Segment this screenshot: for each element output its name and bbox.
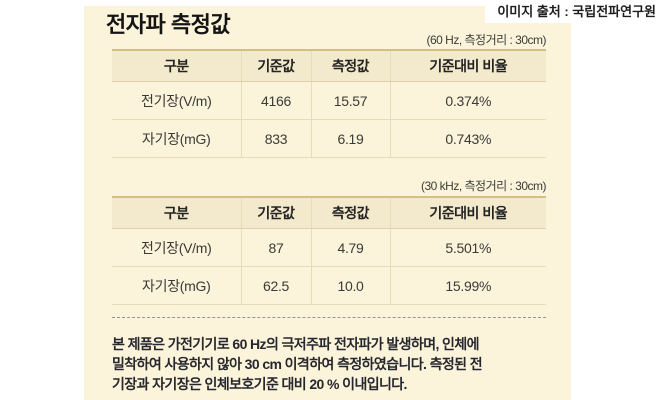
col-header-ratio: 기준대비 비율 bbox=[390, 197, 546, 229]
table-cell: 자기장(mG) bbox=[112, 119, 242, 158]
col-header-reference: 기준값 bbox=[241, 50, 312, 82]
table-row: 전기장(V/m) 87 4.79 5.501% bbox=[112, 228, 546, 267]
footnote-text: 본 제품은 가전기기로 60 Hz의 극저주파 전자파가 발생하며, 인체에 밀… bbox=[112, 334, 557, 394]
measurement-table-60hz: 구분 기준값 측정값 기준대비 비율 전기장(V/m) 4166 15.57 0… bbox=[112, 49, 546, 158]
table-cell: 5.501% bbox=[390, 228, 546, 267]
table-cell: 전기장(V/m) bbox=[112, 228, 242, 267]
table-cell: 833 bbox=[241, 119, 312, 158]
measurement-table-30khz: 구분 기준값 측정값 기준대비 비율 전기장(V/m) 87 4.79 5.50… bbox=[112, 196, 546, 305]
footnote-line: 기장과 자기장은 인체보호기준 대비 20 % 이내입니다. bbox=[112, 376, 407, 392]
dashed-divider bbox=[112, 317, 546, 318]
table-cell: 0.374% bbox=[390, 81, 546, 120]
table-row: 자기장(mG) 833 6.19 0.743% bbox=[112, 119, 546, 158]
footnote-line: 본 제품은 가전기기로 60 Hz의 극저주파 전자파가 발생하며, 인체에 bbox=[112, 336, 479, 352]
table-cell: 15.57 bbox=[311, 81, 391, 120]
table-cell: 87 bbox=[241, 228, 312, 267]
table-cell: 0.743% bbox=[390, 119, 546, 158]
table-cell: 4.79 bbox=[311, 228, 391, 267]
col-header-category: 구분 bbox=[112, 50, 242, 82]
col-header-reference: 기준값 bbox=[241, 197, 312, 229]
table-row: 자기장(mG) 62.5 10.0 15.99% bbox=[112, 266, 546, 305]
table-cell: 62.5 bbox=[241, 266, 312, 305]
table-cell: 6.19 bbox=[311, 119, 391, 158]
footnote-line: 밀착하여 사용하지 않아 30 cm 이격하여 측정하였습니다. 측정된 전 bbox=[112, 356, 483, 372]
col-header-measured: 측정값 bbox=[311, 50, 391, 82]
table-caption-60hz: (60 Hz, 측정거리 : 30cm) bbox=[426, 33, 546, 47]
col-header-measured: 측정값 bbox=[311, 197, 391, 229]
col-header-category: 구분 bbox=[112, 197, 242, 229]
table-cell: 4166 bbox=[241, 81, 312, 120]
image-source-caption: 이미지 출처 : 국립전파연구원 bbox=[485, 0, 658, 23]
table-caption-30khz: (30 kHz, 측정거리 : 30cm) bbox=[420, 179, 547, 193]
table-header-row: 구분 기준값 측정값 기준대비 비율 bbox=[112, 50, 546, 82]
table-row: 전기장(V/m) 4166 15.57 0.374% bbox=[112, 81, 546, 120]
table-cell: 전기장(V/m) bbox=[112, 81, 242, 120]
table-cell: 10.0 bbox=[311, 266, 391, 305]
col-header-ratio: 기준대비 비율 bbox=[390, 50, 546, 82]
page-title: 전자파 측정값 bbox=[106, 12, 231, 37]
table-header-row: 구분 기준값 측정값 기준대비 비율 bbox=[112, 197, 546, 229]
table-cell: 15.99% bbox=[390, 266, 546, 305]
table-cell: 자기장(mG) bbox=[112, 266, 242, 305]
